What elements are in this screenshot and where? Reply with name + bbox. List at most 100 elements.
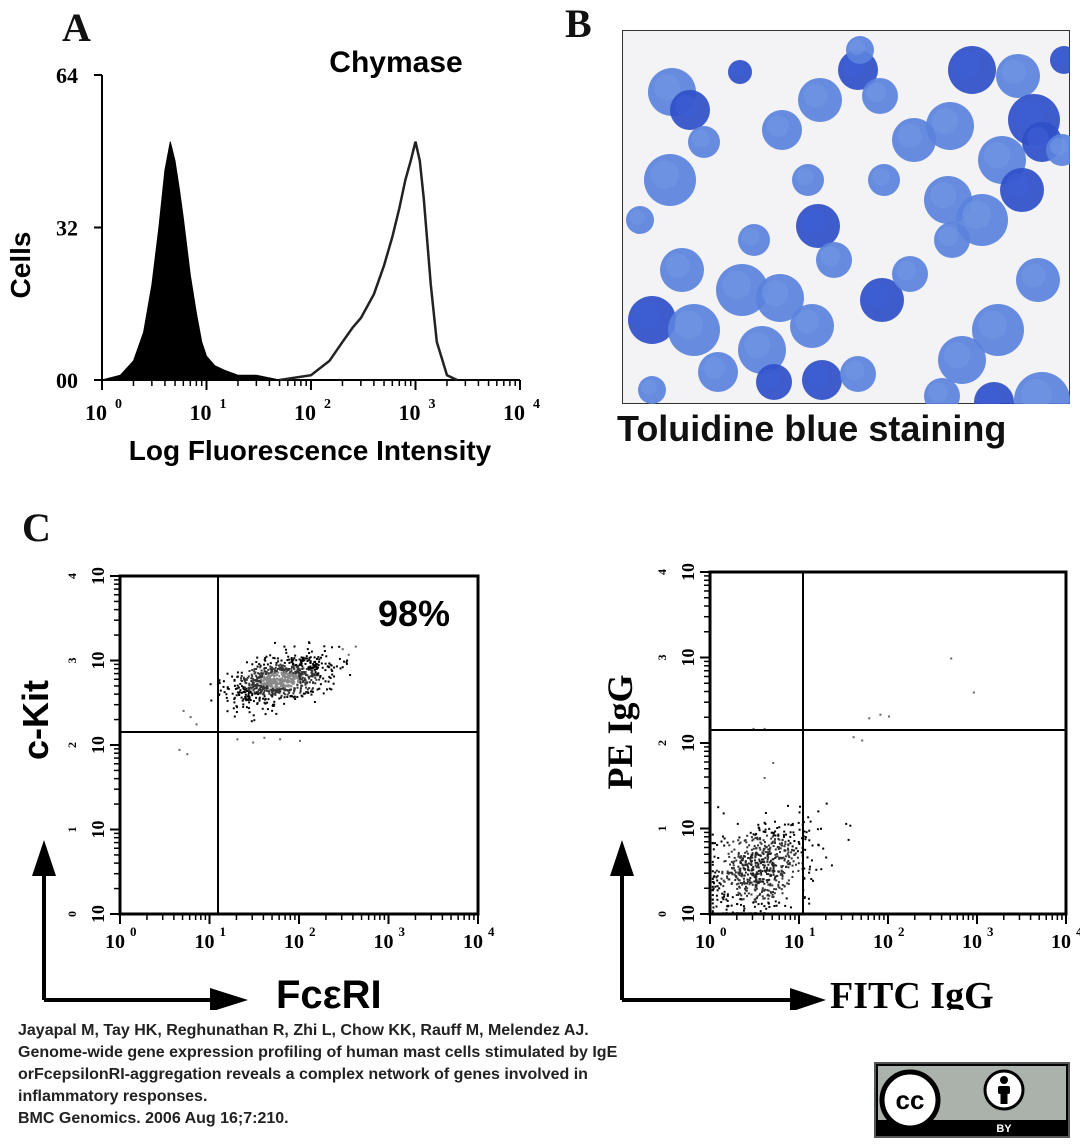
event-dot [759, 880, 762, 883]
event-dot [293, 687, 296, 690]
event-dot [269, 678, 271, 681]
event-dot [330, 668, 333, 671]
ytick-exp: 3 [65, 658, 79, 664]
ytick-label: 10 [678, 734, 698, 752]
event-dot [290, 667, 293, 670]
event-dot [240, 696, 243, 699]
event-dot [233, 698, 236, 700]
event-dot [299, 687, 302, 690]
event-dot [346, 659, 349, 662]
event-dot [189, 716, 192, 719]
event-dot [787, 851, 790, 854]
event-dot [311, 690, 314, 693]
event-dot [295, 659, 298, 662]
event-dot [726, 893, 729, 896]
event-dot [714, 871, 717, 874]
event-dot [750, 855, 752, 858]
panel-a-ytick-label: 64 [56, 63, 78, 88]
event-dot [301, 684, 304, 687]
event-dot [287, 655, 290, 658]
ytick-label: 10 [88, 905, 108, 923]
event-dot [730, 904, 733, 907]
event-dot [752, 872, 755, 875]
event-dot [276, 657, 279, 660]
event-dot [271, 674, 274, 677]
event-dot [291, 665, 294, 668]
event-dot [776, 874, 779, 877]
event-dot [322, 692, 325, 695]
event-dot [236, 691, 239, 694]
event-dot [722, 885, 725, 888]
event-dot [261, 707, 264, 710]
event-dot [313, 701, 316, 703]
event-dot [716, 843, 719, 846]
event-dot [712, 848, 715, 851]
event-dot [225, 693, 228, 696]
event-dot [739, 870, 742, 873]
event-dot [330, 688, 333, 691]
event-dot [316, 672, 319, 675]
event-dot [324, 680, 327, 683]
event-dot [830, 864, 833, 867]
event-dot [304, 657, 307, 660]
event-dot [354, 645, 357, 648]
event-dot [305, 657, 308, 660]
panel-a-title: Chymase [329, 46, 462, 79]
event-dot [774, 830, 777, 833]
event-dot [237, 693, 240, 696]
event-dot [763, 844, 766, 847]
event-dot [785, 897, 788, 900]
event-dot [281, 685, 284, 687]
event-dot [287, 669, 290, 672]
event-dot [755, 881, 758, 884]
event-dot [747, 857, 750, 859]
event-dot [324, 669, 327, 672]
event-dot [242, 691, 245, 694]
event-dot [794, 852, 797, 855]
panel-c-letter: C [22, 505, 51, 550]
event-dot [276, 683, 279, 685]
event-dot [279, 696, 282, 699]
event-dot [762, 878, 765, 881]
event-dot [749, 881, 752, 884]
event-dot [293, 681, 296, 684]
ytick-label: 10 [88, 821, 108, 839]
event-dot [809, 820, 812, 823]
event-dot [711, 841, 714, 844]
event-dot [761, 861, 764, 863]
event-dot [763, 882, 766, 885]
citation-line: BMC Genomics. 2006 Aug 16;7:210. [18, 1110, 289, 1127]
panel-b-letter: B [565, 1, 592, 46]
event-dot [316, 688, 319, 691]
event-dot [279, 666, 282, 669]
event-dot [808, 871, 811, 874]
event-dot [725, 908, 728, 911]
event-dot [738, 842, 741, 845]
event-dot [269, 688, 272, 691]
event-dot [264, 702, 267, 705]
event-dot [750, 836, 753, 839]
xtick-exp: 4 [488, 924, 495, 939]
event-dot [294, 698, 297, 700]
xtick-label: 10 [463, 931, 483, 953]
event-dot [240, 679, 243, 682]
event-dot [811, 859, 813, 862]
event-dot [302, 667, 305, 670]
cc-by-license-badge: cc BY [874, 1062, 1070, 1138]
event-dot [318, 678, 321, 681]
event-dot [744, 861, 747, 864]
event-dot [299, 682, 302, 685]
event-dot [270, 684, 272, 687]
ytick-exp: 2 [655, 740, 669, 746]
event-dot [781, 842, 783, 845]
event-dot [252, 689, 255, 692]
event-dot [764, 828, 767, 831]
event-dot [752, 847, 755, 850]
event-dot [279, 677, 282, 680]
event-dot [773, 888, 776, 891]
event-dot [723, 880, 726, 883]
event-dot [250, 673, 253, 676]
event-dot [731, 867, 733, 870]
event-dot [751, 852, 754, 855]
event-dot [338, 657, 341, 660]
